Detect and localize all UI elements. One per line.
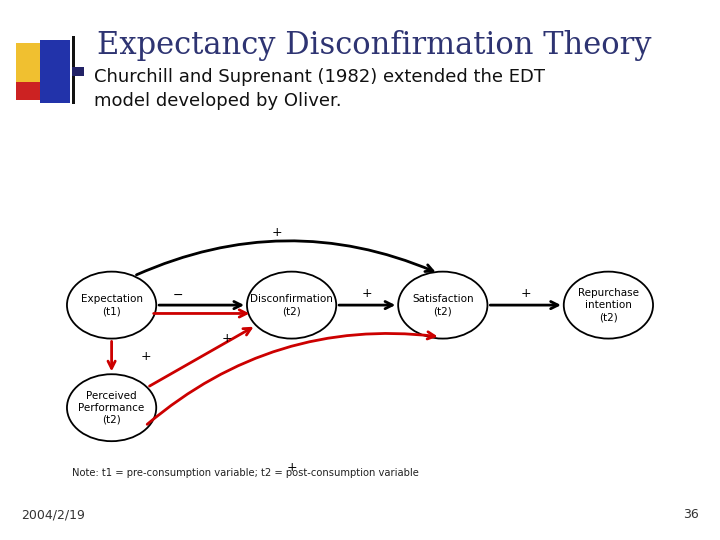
Bar	[72, 67, 84, 76]
Text: Repurchase
intention
(t2): Repurchase intention (t2)	[578, 288, 639, 322]
Text: +: +	[222, 332, 233, 346]
Text: Disconfirmation
(t2): Disconfirmation (t2)	[250, 294, 333, 316]
FancyArrowPatch shape	[137, 241, 433, 275]
Text: +: +	[521, 287, 531, 300]
Text: −: −	[173, 289, 183, 302]
Text: Expectation
(t1): Expectation (t1)	[81, 294, 143, 316]
Bar	[40, 40, 70, 103]
Circle shape	[398, 272, 487, 339]
Circle shape	[247, 272, 336, 339]
Text: Churchill and Suprenant (1982) extended the EDT
model developed by Oliver.: Churchill and Suprenant (1982) extended …	[94, 68, 544, 111]
Text: Expectancy Disconfirmation Theory: Expectancy Disconfirmation Theory	[97, 30, 652, 60]
Text: Satisfaction
(t2): Satisfaction (t2)	[412, 294, 474, 316]
Bar	[72, 36, 75, 104]
Circle shape	[67, 272, 156, 339]
Text: +: +	[272, 226, 282, 239]
Bar	[16, 43, 58, 84]
Text: +: +	[362, 287, 372, 300]
Text: 2004/2/19: 2004/2/19	[22, 508, 86, 521]
Text: Note: t1 = pre-consumption variable; t2 = post-consumption variable: Note: t1 = pre-consumption variable; t2 …	[72, 468, 419, 478]
Text: +: +	[287, 461, 297, 474]
Circle shape	[564, 272, 653, 339]
Text: 36: 36	[683, 508, 698, 521]
Bar	[16, 82, 58, 100]
Circle shape	[67, 374, 156, 441]
Text: +: +	[141, 350, 151, 363]
Text: Perceived
Performance
(t2): Perceived Performance (t2)	[78, 391, 145, 424]
FancyArrowPatch shape	[147, 332, 435, 424]
